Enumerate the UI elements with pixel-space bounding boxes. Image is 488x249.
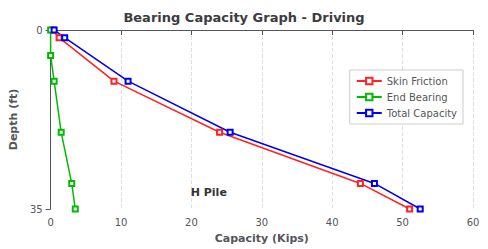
svg-text:20: 20	[185, 217, 198, 228]
svg-text:Capacity (Kips): Capacity (Kips)	[215, 232, 309, 245]
svg-text:0: 0	[47, 217, 53, 228]
svg-text:35: 35	[30, 204, 43, 215]
svg-text:40: 40	[326, 217, 339, 228]
svg-text:10: 10	[115, 217, 128, 228]
svg-text:End Bearing: End Bearing	[387, 92, 448, 103]
svg-text:50: 50	[396, 217, 409, 228]
svg-text:30: 30	[255, 217, 268, 228]
svg-text:60: 60	[467, 217, 480, 228]
svg-text:Total Capacity: Total Capacity	[386, 108, 457, 119]
svg-text:Depth (ft): Depth (ft)	[7, 89, 20, 150]
svg-text:H Pile: H Pile	[191, 186, 227, 199]
svg-text:0: 0	[36, 25, 42, 36]
svg-text:Bearing Capacity Graph - Drivi: Bearing Capacity Graph - Driving	[123, 10, 364, 25]
svg-text:Skin Friction: Skin Friction	[387, 76, 448, 87]
